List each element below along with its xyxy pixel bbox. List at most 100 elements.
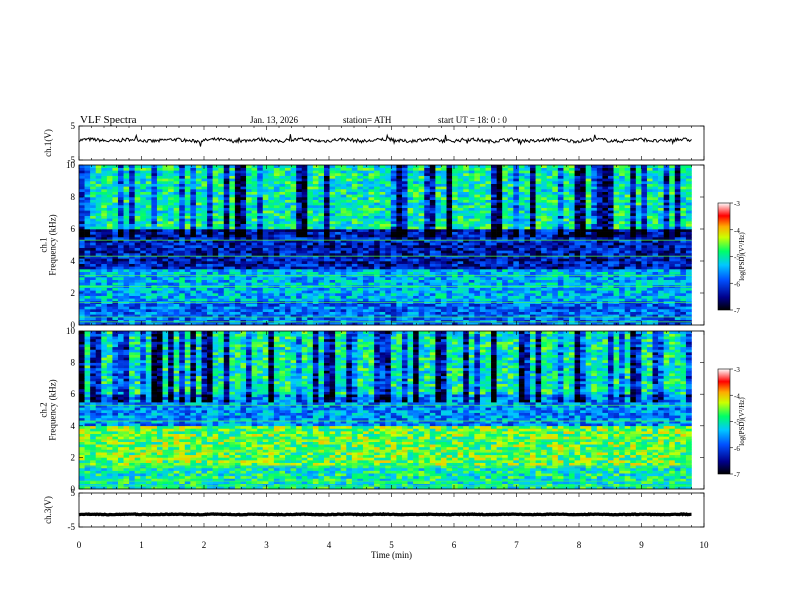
ch1-spectrogram-cell [546, 234, 553, 238]
ch1-spectrogram-cell [285, 226, 291, 230]
ch1-spectrogram-cell [491, 237, 497, 240]
ch1-spectrogram-cell [485, 223, 492, 227]
ch1-spectrogram-cell [374, 290, 380, 294]
ch1-spectrogram-cell [312, 303, 319, 307]
ch1-spectrogram-cell [156, 215, 163, 219]
ch1-spectrogram-cell [379, 234, 386, 238]
ch1-spectrogram-cell [635, 242, 642, 246]
ch1-spectrogram-cell [229, 282, 236, 286]
ch1-spectrogram-cell [457, 293, 464, 296]
ch1-spectrogram-cell [117, 293, 124, 296]
ch1-spectrogram-cell [123, 210, 130, 214]
ch1-spectrogram-cell [680, 213, 687, 216]
ch1-spectrogram-cell [340, 309, 347, 312]
ch1-spectrogram-cell [530, 247, 536, 251]
ch1-spectrogram-cell [401, 303, 408, 307]
ch1-spectrogram-cell [190, 229, 197, 232]
ch1-spectrogram-cell [596, 274, 603, 278]
ch1-spectrogram-cell [195, 218, 202, 222]
ch1-spectrogram-cell [569, 261, 575, 264]
ch1-spectrogram-cell [669, 266, 676, 270]
ch1-spectrogram-cell [563, 279, 570, 283]
ch1-spectrogram-cell [223, 231, 230, 235]
ch1-spectrogram-cell [680, 242, 687, 246]
ch1-spectrogram-cell [407, 239, 414, 243]
ch1-spectrogram-cell [251, 287, 258, 291]
ch1-spectrogram-cell [418, 223, 425, 227]
ch1-spectrogram-cell [669, 258, 676, 262]
ch1-spectrogram-cell [329, 277, 336, 280]
ch1-spectrogram-cell [646, 306, 653, 310]
ch1-spectrogram-cell [646, 247, 653, 251]
ch1-spectrogram-cell [407, 303, 414, 307]
ch1-spectrogram-cell [491, 277, 497, 280]
ch1-spectrogram-cell [190, 218, 197, 222]
ch1-spectrogram-cell [507, 309, 514, 312]
ch1-spectrogram-cell [680, 245, 687, 248]
ch1-spectrogram-cell [240, 317, 247, 320]
ch1-spectrogram-cell [585, 271, 592, 275]
ch1-spectrogram-cell [418, 309, 425, 312]
ch1-spectrogram-cell [502, 221, 509, 224]
ch1-spectrogram-cell [79, 223, 85, 227]
ch1-spectrogram-cell [557, 311, 564, 315]
ch1-spectrogram-cell [685, 311, 692, 315]
ch1-spectrogram-cell [502, 261, 509, 264]
ch1-spectrogram-cell [79, 205, 85, 208]
ch1-spectrogram-cell [418, 274, 425, 278]
ch1-spectrogram-cell [418, 226, 425, 230]
ch1-spectrogram-cell [535, 210, 542, 214]
ch1-spectrogram-cell [234, 226, 241, 230]
ch1-spectrogram-cell [201, 290, 208, 294]
ch1-spectrogram-cell [257, 306, 264, 310]
ch1-spectrogram-cell [535, 250, 542, 254]
ch1-spectrogram-cell [218, 317, 225, 320]
ch1-spectrogram-cell [290, 322, 297, 326]
ch1-spectrogram-cell [424, 207, 431, 211]
ch1-spectrogram-cell [569, 293, 575, 296]
ch1-spectrogram-cell [413, 298, 419, 302]
ch1-spectrogram-cell [129, 253, 135, 256]
ch1-spectrogram-cell [635, 309, 642, 312]
ch1-spectrogram-cell [279, 295, 286, 299]
ch1-spectrogram-cell [268, 237, 275, 240]
ch1-spectrogram-cell [101, 271, 108, 275]
ch1-spectrogram-cell [596, 213, 603, 216]
ch1-spectrogram-cell [563, 298, 570, 302]
ch1-spectrogram-cell [602, 218, 609, 222]
ch1-spectrogram-cell [307, 242, 314, 246]
ch1-spectrogram-cell [257, 290, 264, 294]
ch1-spectrogram-cell [201, 229, 208, 232]
ch1-spectrogram-cell [190, 271, 197, 275]
ch1-spectrogram-cell [179, 226, 186, 230]
ch1-spectrogram-cell [223, 218, 230, 222]
ch1-spectrogram-cell [379, 247, 386, 251]
ch1-spectrogram-cell [663, 295, 670, 299]
ch1-spectrogram-cell [524, 239, 531, 243]
ch1-spectrogram-cell [396, 255, 403, 259]
ch1-waveform-line [78, 133, 692, 147]
ch1-spectrogram-cell [580, 239, 587, 243]
ch1-spectrogram-cell [624, 298, 631, 302]
ch1-spectrogram-cell [212, 295, 219, 299]
ch1-spectrogram-cell [273, 237, 280, 240]
ch1-spectrogram-cell [112, 218, 119, 222]
ch1-spectrogram-cell [680, 295, 687, 299]
ch1-spectrogram-cell [452, 290, 458, 294]
ch1-spectrogram-cell [513, 261, 520, 264]
ch1-spectrogram-cell [223, 229, 230, 232]
ch1-spectrogram-cell [552, 295, 559, 299]
ch1-spectrogram-cell [145, 250, 152, 254]
ch1-spectrogram-cell [106, 242, 113, 246]
ch1-spectrogram-cell [318, 229, 325, 232]
ch1-spectrogram-cell [312, 322, 319, 326]
ch1-spectrogram-cell [635, 319, 642, 323]
ch1-spectrogram-cell [390, 258, 397, 262]
ch1-spectrogram-cell [563, 247, 570, 251]
ch1-spectrogram-cell [541, 234, 548, 238]
ch1-spectrogram-cell [379, 261, 386, 264]
ch1-spectrogram-cell [273, 247, 280, 251]
ch1-spectrogram-cell [596, 261, 603, 264]
ch1-spectrogram-cell [535, 263, 542, 267]
ch1-spectrogram-cell [424, 317, 431, 320]
